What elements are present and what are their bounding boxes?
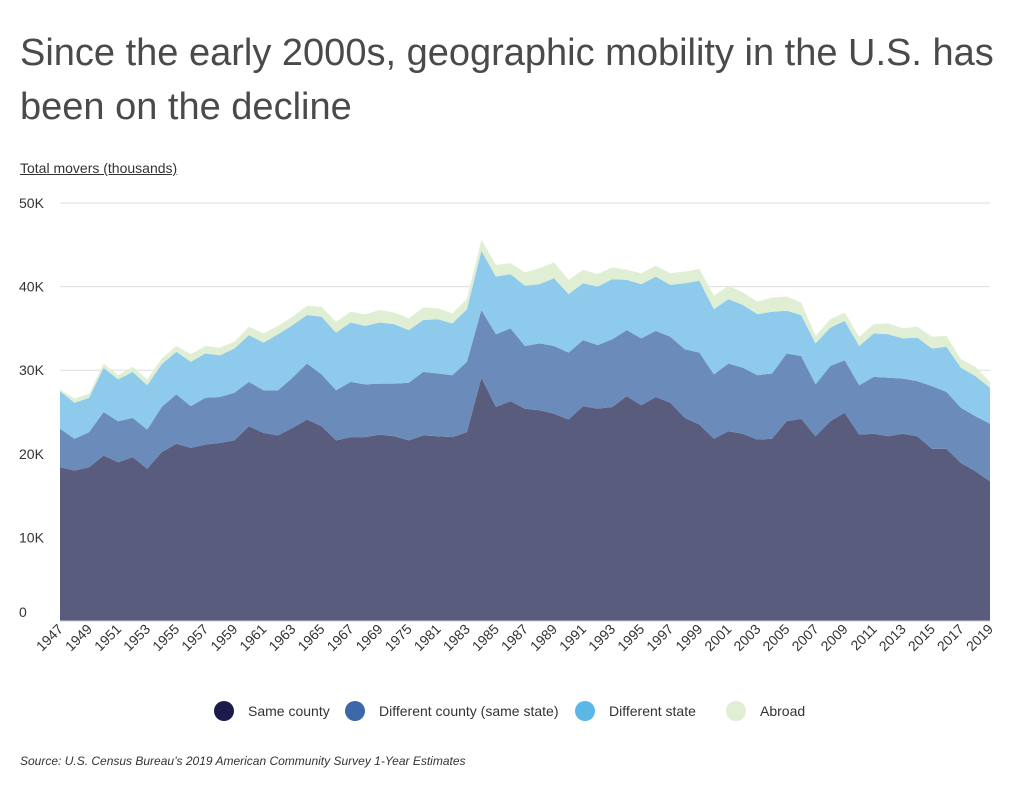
area-abroad xyxy=(60,239,990,403)
y-tick-label: 20K xyxy=(19,446,45,462)
x-tick-label: 1957 xyxy=(178,621,211,654)
x-tick-label: 2009 xyxy=(817,621,850,654)
y-tick-labels: 0 10K 20K 30K 40K 50K xyxy=(19,195,45,620)
series-areas xyxy=(60,239,990,621)
x-tick-label: 2003 xyxy=(730,621,763,654)
x-tick-label: 1991 xyxy=(556,621,589,654)
area-different-state xyxy=(60,250,990,439)
x-tick-label: 1967 xyxy=(323,621,356,654)
x-tick-label: 2001 xyxy=(701,621,734,654)
y-tick-label: 10K xyxy=(19,529,45,545)
x-tick-label: 1959 xyxy=(207,621,240,654)
legend: Same county Different county (same state)… xyxy=(214,701,805,721)
x-tick-label: 2005 xyxy=(759,621,792,654)
area-same-county xyxy=(60,377,990,621)
legend-swatch xyxy=(575,701,595,721)
x-tick-label: 1949 xyxy=(62,621,95,654)
x-tick-label: 2013 xyxy=(876,621,909,654)
x-tick-label: 2011 xyxy=(847,621,880,654)
legend-swatch xyxy=(726,701,746,721)
legend-label: Abroad xyxy=(760,703,805,719)
x-tick-label: 1989 xyxy=(527,621,560,654)
x-tick-label: 1999 xyxy=(672,621,705,654)
x-tick-label: 2015 xyxy=(905,621,938,654)
legend-swatch xyxy=(345,701,365,721)
x-tick-label: 1993 xyxy=(585,621,618,654)
source-note: Source: U.S. Census Bureau’s 2019 Americ… xyxy=(20,754,466,768)
y-tick-label: 50K xyxy=(19,195,45,211)
legend-label: Same county xyxy=(248,703,330,719)
area-different-county-same-state xyxy=(60,310,990,482)
x-tick-label: 1965 xyxy=(294,621,327,654)
x-tick-label: 1997 xyxy=(643,621,676,654)
y-tick-label: 30K xyxy=(19,362,45,378)
x-tick-label: 1969 xyxy=(352,621,385,654)
x-tick-label: 1985 xyxy=(469,621,502,654)
x-tick-label: 1983 xyxy=(440,621,473,654)
x-tick-label: 1995 xyxy=(614,621,647,654)
y-axis-title: Total movers (thousands) xyxy=(20,160,178,176)
x-tick-label: 1963 xyxy=(265,621,298,654)
chart-title: Since the early 2000s, geographic mobili… xyxy=(20,32,994,128)
x-tick-label: 2017 xyxy=(934,621,967,654)
y-tick-label: 40K xyxy=(19,279,45,295)
x-tick-label: 1947 xyxy=(33,621,66,654)
x-tick-label: 1951 xyxy=(91,621,124,654)
x-tick-label: 1955 xyxy=(149,621,182,654)
x-tick-label: 1953 xyxy=(120,621,153,654)
x-tick-label: 1961 xyxy=(236,621,269,654)
x-tick-label: 1987 xyxy=(498,621,531,654)
x-tick-label: 1981 xyxy=(411,621,444,654)
legend-swatch xyxy=(214,701,234,721)
legend-label: Different state xyxy=(609,703,696,719)
x-tick-label: 1975 xyxy=(382,621,415,654)
y-tick-label: 0 xyxy=(19,604,27,620)
x-tick-labels: 1947194919511953195519571959196119631965… xyxy=(33,621,996,654)
x-tick-label: 2007 xyxy=(788,621,821,654)
x-tick-label: 2019 xyxy=(963,621,996,654)
legend-label: Different county (same state) xyxy=(379,703,558,719)
